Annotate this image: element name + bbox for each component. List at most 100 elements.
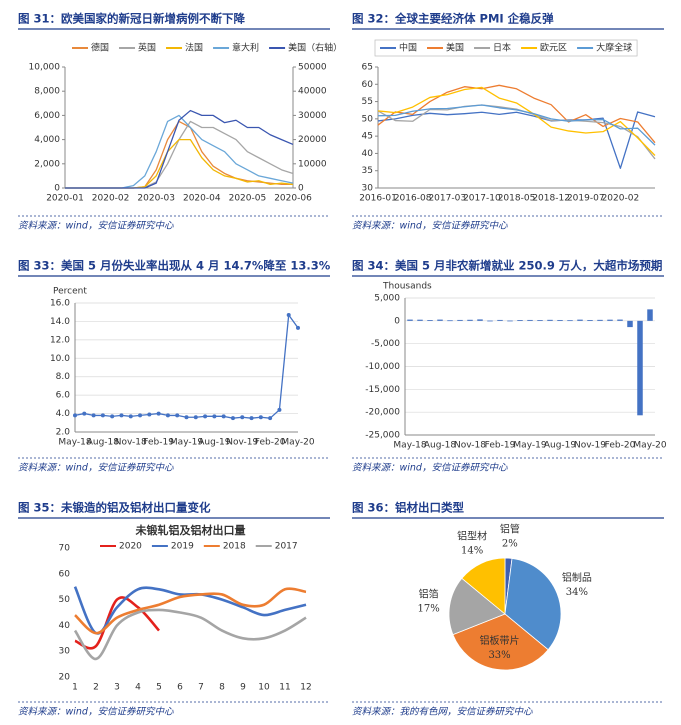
y2-tick-label: 30000 (298, 111, 327, 121)
x-tick-label: Aug-19 (198, 438, 231, 448)
x-tick-label: 2 (93, 683, 99, 693)
source-note: 资料来源：wind，安信证券研究中心 (18, 462, 174, 474)
y-tick-label: 35 (362, 166, 373, 176)
bar (417, 319, 423, 321)
series-line (377, 86, 656, 156)
x-tick-label: 6 (177, 683, 183, 693)
bar (497, 319, 503, 321)
series-line (65, 120, 294, 189)
legend-label: 英国 (138, 42, 156, 54)
point (119, 413, 124, 418)
y-tick-label: 0 (394, 316, 400, 326)
legend-label: 意大利 (232, 42, 259, 54)
bar (407, 319, 413, 321)
slice-label: 铝管 (500, 522, 520, 535)
x-tick-label: 1 (72, 683, 78, 693)
point (277, 407, 282, 412)
y2-tick-label: 10000 (298, 159, 327, 169)
x-tick-label: Feb-19 (485, 441, 516, 451)
point (73, 413, 77, 418)
bar (507, 320, 513, 322)
series-line (65, 109, 294, 189)
legend-label: 中国 (399, 42, 417, 54)
y-tick-label: 14.0 (50, 317, 70, 327)
y-tick-label: 6,000 (34, 111, 60, 121)
x-tick-label: 2020-02 (602, 194, 640, 204)
series-line (74, 314, 299, 419)
x-tick-label: 2016-08 (394, 194, 432, 204)
x-tick-label: Aug-19 (544, 441, 577, 451)
bar (447, 320, 453, 322)
y-axis-label: Thousands (382, 282, 432, 292)
x-tick-label: Feb-20 (255, 438, 286, 448)
y-tick-label: 4.0 (56, 409, 71, 419)
slice-label: 铝型材 (457, 530, 487, 543)
series-line (377, 104, 656, 146)
y-tick-label: 50 (362, 114, 374, 124)
y-tick-label: -5,000 (371, 339, 400, 349)
point (100, 413, 105, 418)
bar (607, 319, 613, 321)
source-note: 资料来源：我的有色网，安信证券研究中心 (352, 706, 533, 718)
x-tick-label: 4 (135, 683, 141, 693)
x-tick-label: Nov-19 (574, 441, 606, 451)
x-tick-label: Feb-20 (605, 441, 636, 451)
legend-label: 美国（右轴） (288, 42, 342, 54)
legend-label: 欧元区 (540, 42, 567, 54)
series-line (73, 608, 307, 661)
legend-box (374, 39, 638, 57)
y-tick-label: 5,000 (374, 294, 400, 304)
legend-label: 日本 (493, 42, 511, 54)
x-tick-label: 2020-05 (229, 194, 267, 204)
pie-slice (461, 557, 506, 615)
point (128, 414, 133, 419)
slice-label: 铝制品 (562, 571, 592, 584)
y2-tick-label: 40000 (298, 87, 327, 97)
y-tick-label: 40 (59, 621, 71, 631)
figure-title: 图 32：全球主要经济体 PMI 企稳反弹 (352, 12, 554, 26)
slice-value: 17% (418, 603, 440, 614)
y-tick-label: 10.0 (50, 354, 70, 364)
point (221, 414, 226, 419)
series-line (74, 596, 160, 650)
x-tick-label: May-20 (281, 438, 314, 448)
figure-title: 图 34：美国 5 月非农新增就业 250.9 万人，大超市场预期 (352, 259, 662, 273)
source-note: 资料来源：wind，安信证券研究中心 (18, 706, 174, 718)
x-tick-label: 2020-02 (92, 194, 130, 204)
figure-title: 图 36：铝材出口类型 (352, 501, 465, 515)
y-tick-label: -10,000 (365, 362, 400, 372)
x-tick-label: 2018-05 (498, 194, 536, 204)
x-tick-label: 2020-01 (46, 194, 84, 204)
bar (477, 319, 483, 321)
pie-slice (452, 613, 549, 671)
y-tick-label: 2.0 (56, 428, 71, 438)
bar (437, 319, 443, 321)
x-tick-label: 2020-04 (183, 194, 221, 204)
bar (597, 319, 603, 321)
point (184, 415, 189, 420)
pie-slice (504, 557, 562, 651)
y-tick-label: 0 (54, 184, 60, 194)
bar (467, 319, 473, 321)
legend-label: 德国 (91, 42, 109, 54)
point (165, 413, 170, 418)
point (82, 411, 87, 416)
x-tick-label: May-18 (58, 438, 91, 448)
legend-label: 法国 (185, 42, 203, 54)
point (240, 415, 245, 420)
x-tick-label: Aug-18 (87, 438, 120, 448)
bar (427, 320, 433, 321)
legend-label: 2019 (171, 542, 194, 552)
slice-value: 34% (566, 587, 588, 598)
y-tick-label: -25,000 (365, 431, 400, 441)
legend-label: 2020 (119, 542, 142, 552)
x-tick-label: 12 (300, 683, 311, 693)
point (286, 312, 291, 317)
y-tick-label: 12.0 (50, 335, 70, 345)
y-tick-label: 20 (59, 673, 71, 683)
bar (627, 320, 633, 328)
legend-label: 2017 (275, 542, 298, 552)
point (203, 414, 208, 419)
bar (637, 320, 643, 416)
